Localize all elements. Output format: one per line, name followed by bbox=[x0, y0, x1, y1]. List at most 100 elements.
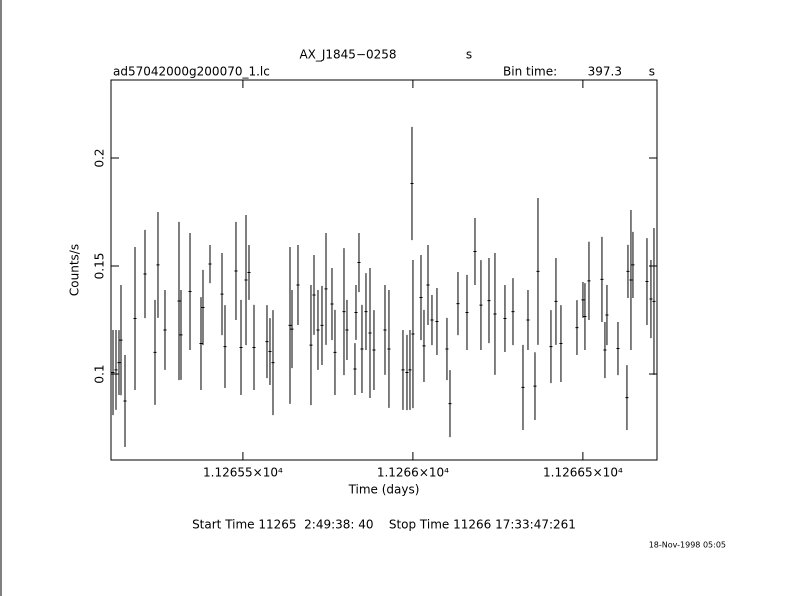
error-bar bbox=[645, 238, 649, 325]
error-bar bbox=[296, 245, 300, 325]
error-bar bbox=[357, 232, 361, 293]
error-bar bbox=[448, 370, 452, 438]
error-bar bbox=[410, 126, 414, 241]
error-bar bbox=[271, 310, 275, 416]
error-bar bbox=[201, 269, 205, 346]
error-bar bbox=[422, 309, 426, 383]
error-bar bbox=[652, 227, 656, 375]
error-bar bbox=[156, 211, 160, 318]
error-bar bbox=[445, 317, 449, 381]
error-bar bbox=[554, 258, 558, 345]
error-bar bbox=[575, 300, 579, 356]
bin-time-unit: s bbox=[649, 65, 655, 79]
error-bar bbox=[123, 355, 127, 448]
error-bar bbox=[625, 365, 629, 430]
error-bar bbox=[587, 241, 591, 321]
error-bar bbox=[631, 231, 635, 298]
error-bar bbox=[419, 254, 423, 341]
error-bar bbox=[493, 253, 497, 375]
error-bar bbox=[430, 294, 434, 346]
error-bar bbox=[526, 289, 530, 351]
error-bar bbox=[629, 210, 633, 351]
error-bar bbox=[626, 244, 630, 298]
error-bar bbox=[368, 267, 372, 398]
x-tick-label: 1.12665×10⁴ bbox=[543, 466, 623, 480]
error-bar bbox=[473, 218, 477, 286]
title-unit: s bbox=[466, 48, 472, 62]
error-bar bbox=[426, 245, 430, 325]
error-bar bbox=[364, 273, 368, 351]
error-bar bbox=[290, 289, 294, 369]
error-bar bbox=[208, 245, 212, 284]
error-bar bbox=[487, 258, 491, 344]
error-bar bbox=[333, 309, 337, 395]
error-bar bbox=[479, 260, 483, 351]
error-bar bbox=[234, 221, 238, 321]
y-tick-label: 0.2 bbox=[93, 148, 107, 167]
plot-frame bbox=[110, 79, 658, 461]
error-bar bbox=[616, 321, 620, 376]
error-bar bbox=[117, 330, 121, 395]
y-tick-label: 0.15 bbox=[93, 253, 107, 280]
error-bar bbox=[600, 236, 604, 322]
bin-time: 397.3 bbox=[588, 65, 622, 79]
error-bar bbox=[559, 305, 563, 383]
y-axis-label: Counts/s bbox=[68, 244, 82, 296]
error-bar bbox=[372, 310, 376, 391]
x-axis-label: Time (days) bbox=[348, 483, 420, 497]
error-bar bbox=[288, 246, 292, 404]
x-tick-label: 1.12655×10⁴ bbox=[203, 466, 283, 480]
error-bar bbox=[265, 305, 269, 379]
error-bar bbox=[220, 253, 224, 336]
start-stop-time: Start Time 11265 2:49:38: 40 Stop Time 1… bbox=[192, 518, 576, 532]
error-bar bbox=[345, 299, 349, 360]
error-bar bbox=[223, 305, 227, 389]
error-bar bbox=[177, 221, 181, 381]
error-bar bbox=[603, 321, 607, 379]
error-bar bbox=[549, 310, 553, 384]
error-bar bbox=[408, 329, 412, 410]
error-bar bbox=[247, 245, 251, 300]
error-bar bbox=[252, 304, 256, 391]
error-bar bbox=[188, 232, 192, 351]
y-tick-label: 0.1 bbox=[93, 364, 107, 383]
error-bar bbox=[401, 329, 405, 410]
x-tick-label: 1.1266×10⁴ bbox=[377, 466, 449, 480]
error-bar bbox=[536, 197, 540, 345]
error-bar bbox=[199, 297, 203, 391]
error-bar bbox=[153, 299, 157, 405]
error-bar bbox=[320, 285, 324, 365]
error-bar bbox=[316, 289, 320, 370]
error-bar bbox=[456, 272, 460, 336]
error-bar bbox=[119, 285, 123, 396]
file-label: ad57042000g200070_1.lc bbox=[113, 65, 270, 79]
error-bar bbox=[143, 229, 147, 319]
error-bar bbox=[511, 278, 515, 346]
error-bar bbox=[353, 343, 357, 395]
chart-title: AX_J1845−0258 bbox=[299, 48, 396, 62]
error-bar bbox=[239, 299, 243, 395]
error-bar bbox=[309, 285, 313, 406]
error-bar bbox=[605, 285, 609, 346]
error-bar bbox=[133, 246, 137, 391]
error-bar bbox=[114, 329, 118, 410]
error-bar bbox=[503, 285, 507, 352]
bin-time-label: Bin time: bbox=[503, 65, 557, 79]
error-bar bbox=[312, 254, 316, 335]
error-bar bbox=[383, 285, 387, 375]
error-bar bbox=[111, 329, 115, 416]
error-bar bbox=[342, 248, 346, 376]
error-bar bbox=[581, 281, 585, 318]
error-bar bbox=[268, 318, 272, 386]
error-bar bbox=[354, 285, 358, 340]
error-bar bbox=[583, 283, 587, 351]
error-bar bbox=[163, 289, 167, 370]
error-bar bbox=[521, 344, 525, 430]
error-bar bbox=[179, 289, 183, 380]
error-bar bbox=[360, 304, 364, 394]
error-bar bbox=[387, 289, 391, 408]
error-bar bbox=[244, 215, 248, 346]
error-bar bbox=[324, 232, 328, 345]
timestamp: 18-Nov-1998 05:05 bbox=[649, 541, 726, 550]
